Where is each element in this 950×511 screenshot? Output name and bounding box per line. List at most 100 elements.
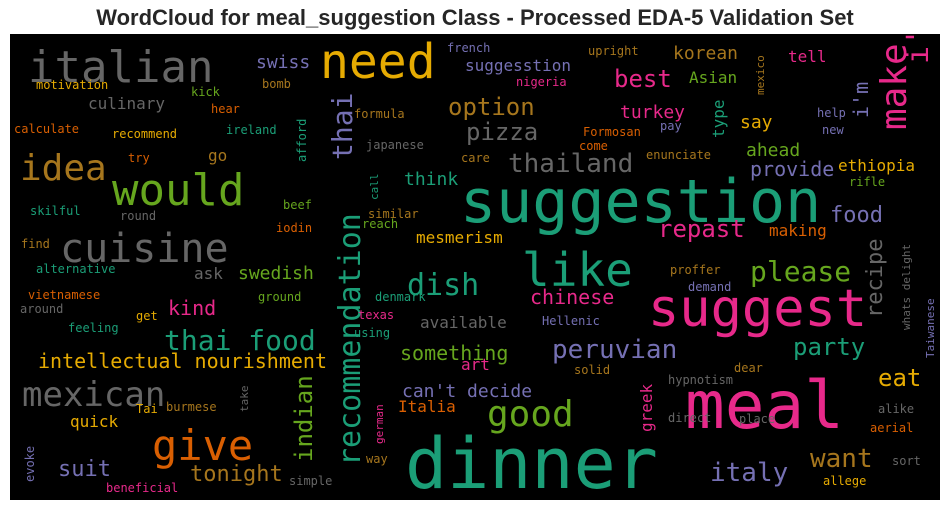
word-afford: afford — [295, 119, 309, 162]
word-burmese: burmese — [166, 400, 217, 414]
word-taiwanese: Taiwanese — [924, 298, 937, 358]
word-art: art — [461, 355, 490, 374]
word-tell: tell — [788, 47, 827, 66]
word-dish: dish — [407, 268, 479, 303]
word-direct: direct — [668, 411, 711, 425]
word-intellectual-nourishment: intellectual nourishment — [38, 349, 327, 373]
word-think: think — [404, 169, 458, 190]
word-peruvian: peruvian — [552, 335, 677, 365]
word-reach: reach — [362, 217, 398, 231]
word-go: go — [208, 146, 227, 165]
word-something: something — [400, 341, 508, 365]
word-thailand: thailand — [508, 149, 633, 179]
word-french: french — [447, 41, 490, 55]
word-evoke: evoke — [23, 446, 37, 482]
word-ground: ground — [258, 290, 301, 304]
word-solid: solid — [574, 363, 610, 377]
word-pizza: pizza — [466, 118, 538, 146]
word-ahead: ahead — [746, 140, 800, 161]
word-aerial: aerial — [870, 421, 913, 435]
word-eat: eat — [878, 364, 921, 392]
word-way: way — [366, 452, 388, 466]
word-repast: repast — [658, 215, 745, 243]
word-beef: beef — [283, 198, 312, 212]
word-korean: korean — [673, 43, 738, 64]
word-round: round — [120, 209, 156, 223]
word-mexico: mexico — [754, 55, 767, 95]
word-recipe: recipe — [863, 239, 888, 318]
word-nigeria: nigeria — [516, 75, 567, 89]
word-like: like — [522, 243, 633, 297]
word-care: care — [461, 151, 490, 165]
word-chinese: chinese — [530, 285, 614, 309]
word-say: say — [740, 112, 773, 133]
word-dinner: dinner — [405, 423, 658, 500]
word-give: give — [152, 421, 253, 470]
word-swedish: swedish — [238, 263, 314, 284]
word-mesmerism: mesmerism — [416, 228, 503, 247]
word-rifle: rifle — [849, 175, 885, 189]
wordcloud-canvas: suggestion meal dinner suggest need would like… — [10, 34, 940, 500]
word-make: make — [874, 43, 915, 130]
cloud-background — [10, 34, 940, 500]
word-provide: provide — [750, 157, 834, 181]
word-recommendation: recommendation — [333, 213, 368, 466]
word-formosan: Formosan — [583, 125, 641, 139]
word-help: help — [817, 106, 846, 120]
word-want: want — [810, 444, 873, 474]
word-take: take — [238, 386, 251, 413]
word-skilful: skilful — [30, 204, 81, 218]
word-available: available — [420, 313, 507, 332]
word-motivation: motivation — [36, 78, 108, 92]
word-find: find — [21, 237, 50, 251]
chart-title: WordCloud for meal_suggestion Class - Pr… — [96, 5, 854, 30]
word-suggest: suggest — [648, 279, 867, 339]
word-allege: allege — [823, 474, 866, 488]
words-layer: suggestion meal dinner suggest need would like… — [14, 34, 937, 500]
word-option: option — [448, 93, 535, 121]
word-hellenic: Hellenic — [542, 314, 600, 328]
word-thai-food: thai food — [164, 324, 316, 357]
word-tai: Tai — [136, 402, 158, 416]
word-new: new — [822, 123, 844, 137]
word-place: place — [739, 412, 775, 426]
word-proffer: proffer — [670, 263, 721, 277]
word-italian: italian — [28, 42, 213, 93]
word-kind: kind — [168, 296, 216, 320]
word-try: try — [128, 151, 150, 165]
word-using: using — [354, 326, 390, 340]
word-greek: greek — [637, 383, 656, 432]
word-need: need — [320, 34, 436, 90]
word-i-d: i'd — [901, 34, 936, 64]
word-italy: italy — [710, 458, 788, 488]
word-thai: thai — [326, 93, 359, 160]
word-get: get — [136, 309, 158, 323]
word-recommend: recommend — [112, 127, 177, 141]
word-ask: ask — [194, 264, 223, 283]
word-tonight: tonight — [190, 462, 283, 487]
word-culinary: culinary — [88, 94, 165, 113]
word-quick: quick — [70, 412, 119, 431]
word-ireland: ireland — [226, 123, 277, 137]
word-alternative: alternative — [36, 262, 115, 276]
word-formula: formula — [354, 107, 405, 121]
word-suit: suit — [58, 457, 111, 482]
word-swiss: swiss — [256, 52, 310, 73]
word-i-m: i'm — [849, 82, 873, 118]
word-pay: pay — [660, 119, 682, 133]
word-sort: sort — [892, 454, 921, 468]
word-iodin: iodin — [276, 221, 312, 235]
word-alike: alike — [878, 402, 914, 416]
word-indian: indian — [290, 375, 318, 462]
word-suggestion: suggestion — [460, 167, 821, 237]
word-beneficial: beneficial — [106, 481, 178, 495]
word-italia: Italia — [398, 397, 456, 416]
word-texas: texas — [358, 308, 394, 322]
word-cuisine: cuisine — [60, 226, 229, 272]
word-meal: meal — [685, 367, 844, 444]
word-suggesstion: suggesstion — [465, 56, 571, 75]
word-enunciate: enunciate — [646, 148, 711, 162]
word-bomb: bomb — [262, 77, 291, 91]
word-can-t-decide: can't decide — [402, 381, 532, 402]
word-upright: upright — [588, 44, 639, 58]
